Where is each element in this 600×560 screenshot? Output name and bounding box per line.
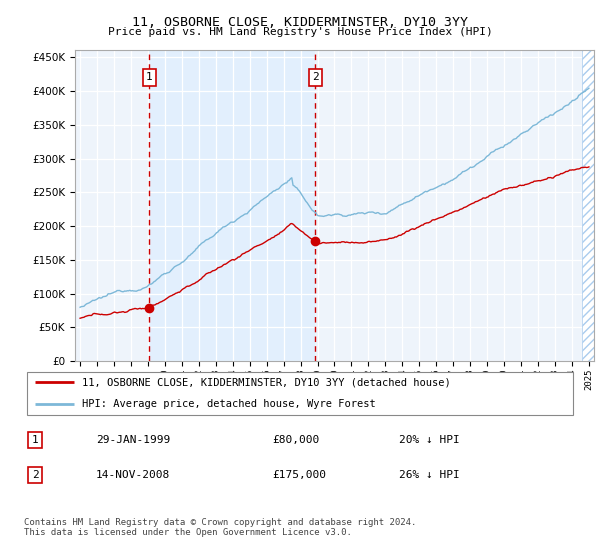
- Text: 26% ↓ HPI: 26% ↓ HPI: [400, 470, 460, 480]
- Text: Contains HM Land Registry data © Crown copyright and database right 2024.
This d: Contains HM Land Registry data © Crown c…: [24, 518, 416, 538]
- Bar: [149, 50, 316, 361]
- Text: 29-JAN-1999: 29-JAN-1999: [96, 435, 170, 445]
- Text: £80,000: £80,000: [272, 435, 320, 445]
- Text: Price paid vs. HM Land Registry's House Price Index (HPI): Price paid vs. HM Land Registry's House …: [107, 27, 493, 37]
- Text: 20% ↓ HPI: 20% ↓ HPI: [400, 435, 460, 445]
- Text: £175,000: £175,000: [272, 470, 326, 480]
- Text: 2: 2: [312, 72, 319, 82]
- Text: 11, OSBORNE CLOSE, KIDDERMINSTER, DY10 3YY (detached house): 11, OSBORNE CLOSE, KIDDERMINSTER, DY10 3…: [82, 377, 451, 388]
- Text: 1: 1: [146, 72, 152, 82]
- Text: 11, OSBORNE CLOSE, KIDDERMINSTER, DY10 3YY: 11, OSBORNE CLOSE, KIDDERMINSTER, DY10 3…: [132, 16, 468, 29]
- Bar: [582, 50, 594, 361]
- Text: 14-NOV-2008: 14-NOV-2008: [96, 470, 170, 480]
- Text: 2: 2: [32, 470, 38, 480]
- Text: HPI: Average price, detached house, Wyre Forest: HPI: Average price, detached house, Wyre…: [82, 399, 376, 409]
- Text: 1: 1: [32, 435, 38, 445]
- FancyBboxPatch shape: [27, 371, 572, 416]
